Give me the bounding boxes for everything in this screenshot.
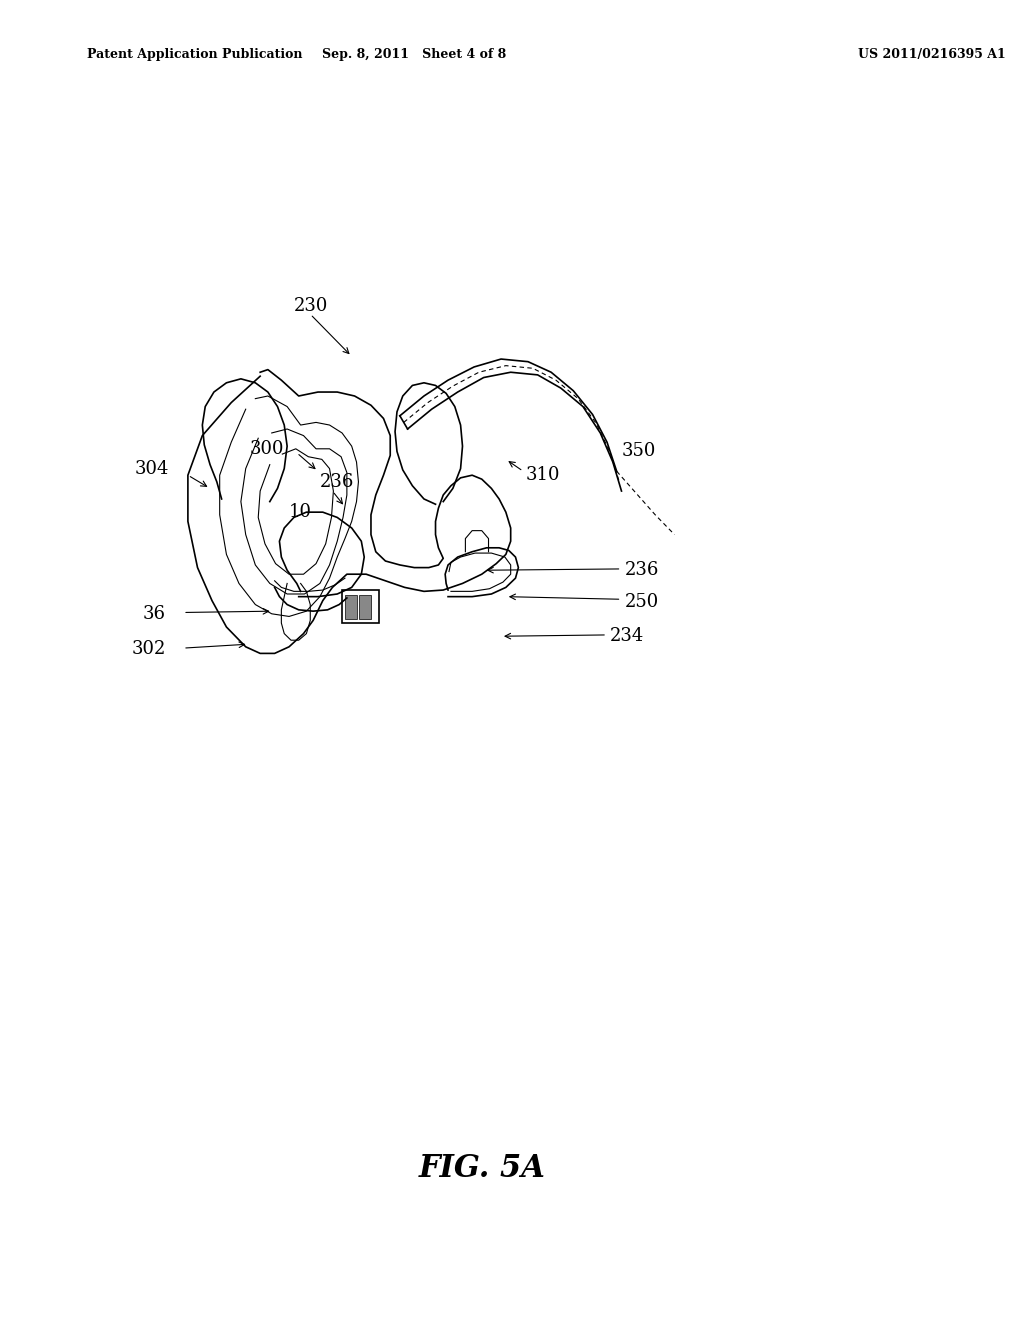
Text: 304: 304 — [134, 459, 169, 478]
Text: 36: 36 — [142, 605, 166, 623]
Bar — [345, 595, 356, 619]
Text: Patent Application Publication: Patent Application Publication — [87, 48, 302, 61]
Text: 310: 310 — [525, 466, 560, 484]
Bar — [342, 590, 379, 623]
Text: FIG. 5A: FIG. 5A — [419, 1152, 545, 1184]
Text: US 2011/0216395 A1: US 2011/0216395 A1 — [857, 48, 1006, 61]
Bar — [359, 595, 371, 619]
Text: 350: 350 — [622, 442, 655, 461]
Text: 10: 10 — [289, 503, 312, 521]
Text: 236: 236 — [319, 473, 354, 491]
Text: 230: 230 — [294, 297, 329, 315]
Text: 302: 302 — [131, 640, 166, 659]
Text: 236: 236 — [625, 561, 658, 579]
Text: Sep. 8, 2011   Sheet 4 of 8: Sep. 8, 2011 Sheet 4 of 8 — [323, 48, 507, 61]
Text: 250: 250 — [625, 593, 658, 611]
Text: 300: 300 — [250, 440, 285, 458]
Text: 234: 234 — [610, 627, 644, 645]
